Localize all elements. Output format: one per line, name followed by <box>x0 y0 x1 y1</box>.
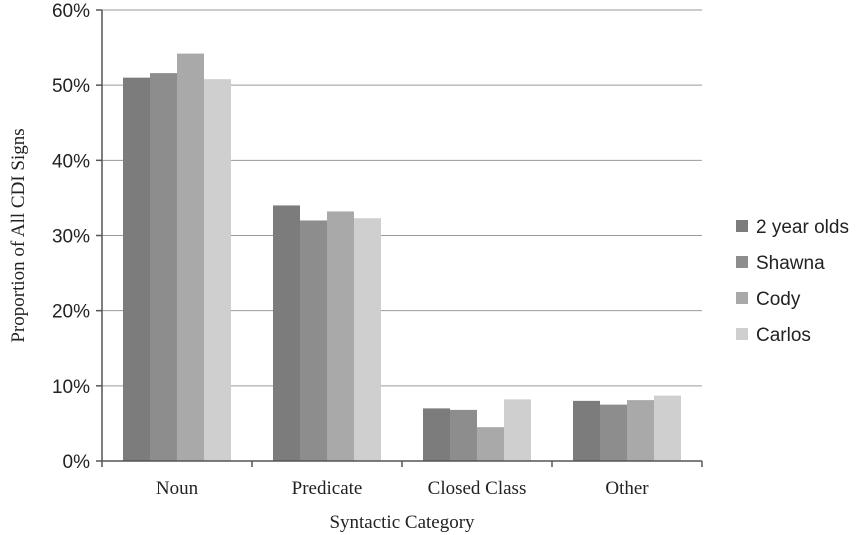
x-axis-title: Syntactic Category <box>329 512 475 533</box>
tick-labels: 0% 10% 20% 30% 40% 50% 60% Noun Predicate Closed … <box>52 1 649 499</box>
bar-carlos-closed-class <box>504 399 531 461</box>
bar-shawna-noun <box>150 73 177 461</box>
bar-cody-closed-class <box>477 427 504 461</box>
axes <box>96 9 703 467</box>
bar-shawna-closed-class <box>450 409 477 461</box>
legend: 2 year olds Shawna Cody Carlos <box>736 217 849 346</box>
x-tick-label: Other <box>605 478 649 499</box>
bar-2-year-olds-closed-class <box>423 408 450 461</box>
legend-label: 2 year olds <box>756 217 849 238</box>
y-tick-label: 60% <box>52 1 90 22</box>
legend-swatch <box>736 220 748 232</box>
legend-swatch <box>736 292 748 304</box>
x-tick-label: Predicate <box>292 478 363 499</box>
y-tick-label: 20% <box>52 302 90 323</box>
bar-2-year-olds-predicate <box>273 205 300 461</box>
bar-carlos-other <box>654 395 681 461</box>
y-tick-label: 40% <box>52 151 90 172</box>
bar-cody-predicate <box>327 211 354 461</box>
y-tick-label: 10% <box>52 377 90 398</box>
bar-2-year-olds-other <box>573 400 600 461</box>
bar-2-year-olds-noun <box>123 77 150 462</box>
y-tick-label: 30% <box>52 227 90 248</box>
legend-swatch <box>736 256 748 268</box>
legend-label: Shawna <box>756 253 825 274</box>
bar-carlos-predicate <box>354 218 381 461</box>
x-tick-label: Noun <box>156 478 199 499</box>
bar-shawna-predicate <box>300 220 327 461</box>
bars <box>123 53 681 462</box>
bar-shawna-other <box>600 404 627 461</box>
legend-label: Carlos <box>756 325 811 346</box>
bar-cody-noun <box>177 53 204 461</box>
bar-cody-other <box>627 400 654 461</box>
y-tick-label: 50% <box>52 76 90 97</box>
y-tick-label: 0% <box>63 452 91 473</box>
bar-carlos-noun <box>204 79 231 462</box>
y-axis-title: Proportion of All CDI Signs <box>8 128 29 342</box>
legend-label: Cody <box>756 289 801 310</box>
x-tick-label: Closed Class <box>428 478 527 499</box>
legend-swatch <box>736 328 748 340</box>
